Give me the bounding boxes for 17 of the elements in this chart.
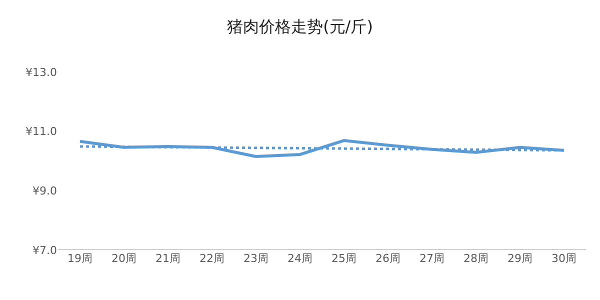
x-tick-label: 28周	[464, 252, 488, 265]
chart-title: 猪肉价格走势(元/斤)	[227, 17, 373, 36]
x-tick-label: 23周	[244, 252, 268, 265]
x-tick-label: 20周	[112, 252, 136, 265]
x-tick-label: 22周	[200, 252, 224, 265]
y-tick-label: ¥9.0	[32, 184, 57, 198]
x-tick-label: 30周	[552, 252, 576, 265]
y-tick-label: ¥7.0	[32, 244, 57, 257]
x-tick-label: 24周	[288, 252, 312, 265]
x-tick-label: 21周	[156, 252, 180, 265]
y-tick-label: ¥13.0	[26, 66, 57, 79]
x-tick-label: 19周	[68, 252, 92, 265]
x-tick-label: 29周	[508, 252, 532, 265]
x-tick-label: 25周	[332, 252, 356, 265]
y-tick-label: ¥11.0	[26, 125, 57, 138]
x-tick-label: 27周	[420, 252, 444, 265]
x-tick-label: 26周	[376, 252, 400, 265]
